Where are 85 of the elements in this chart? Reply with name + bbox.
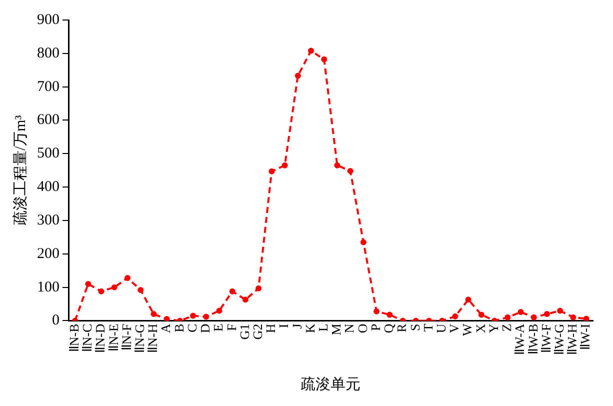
y-tick-label: 300 (37, 212, 60, 228)
x-tick-label: V (446, 323, 462, 334)
x-tick-label: Y (486, 323, 501, 334)
x-tick-label: L (316, 324, 331, 332)
point (203, 314, 210, 320)
x-tick-label: ⅡW-I (578, 324, 593, 350)
y-tick-label: 900 (37, 12, 60, 28)
y-tick-label: 400 (37, 179, 60, 196)
x-tick-label: ⅡN-H (145, 324, 160, 353)
x-tick-label: ⅡN-F (118, 324, 134, 351)
point (530, 314, 537, 320)
y-axis-title: 疏浚工程量/万m³ (12, 114, 29, 226)
x-tick-label: O (354, 324, 370, 334)
x-tick-label: X (472, 323, 488, 334)
x-tick-label: G1 (236, 324, 252, 340)
point (557, 308, 564, 314)
x-tick-label: ⅡW-B (525, 323, 540, 354)
y-tick-label: 700 (37, 78, 60, 95)
point (124, 274, 130, 281)
x-tick-label: K (302, 323, 318, 334)
point (294, 72, 301, 79)
point (583, 316, 590, 321)
x-tick-label: F (224, 324, 239, 331)
x-axis-title: 疏浚单元 (300, 376, 361, 393)
x-tick-label: ⅡN-C (80, 324, 95, 352)
point (452, 313, 458, 320)
x-tick-label: ⅡN-D (92, 324, 108, 353)
x-tick-label: C (184, 324, 200, 332)
point (98, 288, 104, 294)
x-tick-label: A (158, 323, 174, 334)
point (268, 168, 275, 174)
point (308, 48, 314, 54)
point (347, 168, 354, 174)
x-tick-label: J (289, 324, 304, 329)
point (478, 312, 484, 318)
x-tick-label: P (368, 324, 383, 331)
y-tick-label: 500 (37, 146, 60, 162)
point (504, 314, 511, 320)
point (360, 239, 366, 246)
y-tick-label: 600 (37, 112, 60, 128)
x-tick-label: H (263, 324, 278, 334)
x-tick-label: D (198, 324, 213, 334)
point (334, 162, 340, 168)
point (321, 56, 328, 62)
x-tick-label: S (407, 324, 422, 331)
x-tick-label: B (171, 323, 186, 332)
y-tick-label: 100 (37, 279, 60, 296)
x-tick-label: ⅡN-E (106, 324, 121, 352)
point (570, 314, 576, 320)
x-tick-label: T (420, 324, 436, 332)
point (282, 162, 288, 168)
x-tick-label: R (394, 323, 410, 332)
x-tick-label: G2 (250, 324, 265, 340)
point (242, 296, 248, 303)
point (544, 311, 550, 318)
point (216, 308, 222, 314)
x-tick-label: Z (499, 324, 514, 332)
x-tick-label: I (276, 324, 292, 328)
x-tick-label: ⅡW-H (564, 324, 580, 356)
point (85, 280, 92, 287)
y-tick-label: 200 (37, 246, 60, 262)
point (256, 285, 262, 292)
x-tick-label: M (328, 323, 344, 336)
x-tick-label: W (460, 323, 475, 336)
x-tick-label: ⅡW-F (538, 324, 554, 353)
x-tick-label: ⅡW-G (551, 324, 566, 356)
point (374, 308, 380, 314)
point (190, 312, 196, 319)
y-tick-label: 800 (37, 45, 60, 62)
x-tick-label: U (434, 323, 449, 334)
point (164, 316, 170, 321)
x-tick-label: ⅡW-A (512, 323, 528, 356)
point (150, 311, 157, 318)
x-tick-label: N (342, 323, 357, 334)
point (386, 312, 393, 318)
point (229, 288, 236, 294)
x-tick-label: E (210, 324, 226, 332)
x-tick-label: Q (381, 323, 396, 334)
point (111, 284, 118, 290)
x-tick-label: ⅡN-B (66, 323, 82, 352)
point (465, 296, 472, 303)
x-tick-label: ⅡN-G (132, 324, 148, 353)
point (138, 286, 144, 293)
y-tick-label: 0 (52, 312, 60, 329)
point (518, 309, 524, 316)
